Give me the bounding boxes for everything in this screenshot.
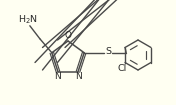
Text: O: O: [64, 32, 71, 41]
Text: S: S: [105, 47, 111, 56]
Text: N: N: [76, 72, 82, 81]
Text: Cl: Cl: [117, 64, 127, 73]
Text: H$_2$N: H$_2$N: [18, 14, 38, 26]
Text: N: N: [54, 72, 60, 81]
